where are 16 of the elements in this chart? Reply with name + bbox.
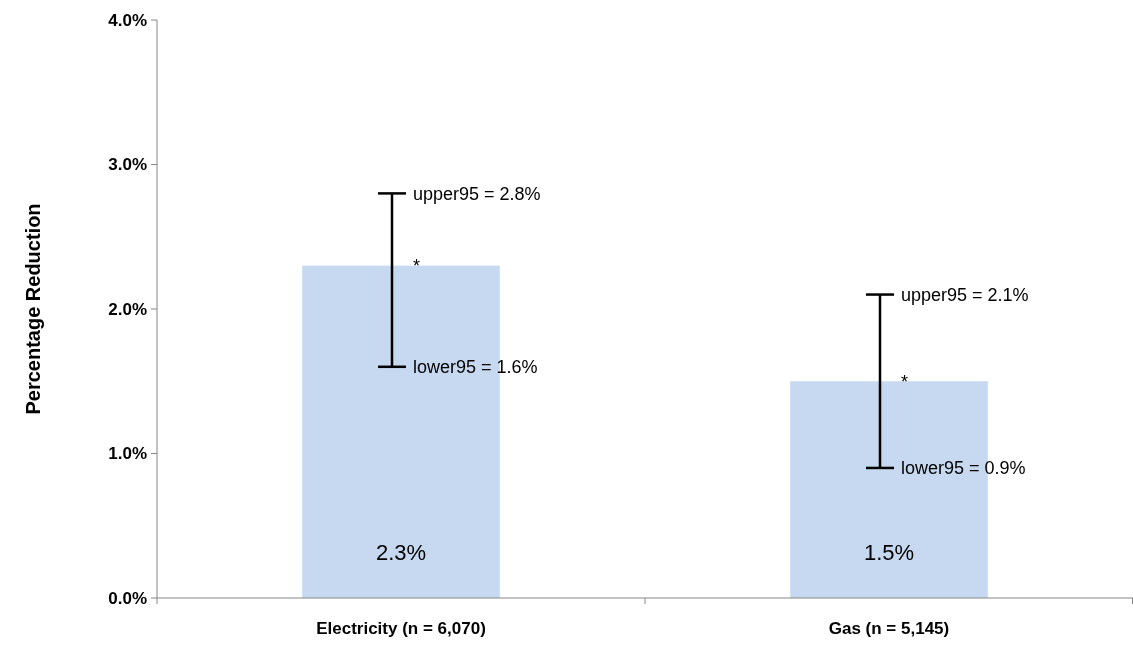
annotation: * [413, 255, 421, 276]
y-tick-label: 3.0% [108, 155, 147, 175]
data-label: 1.5% [863, 540, 915, 565]
data-label: 2.3% [375, 540, 427, 565]
annotation: upper95 = 2.1% [901, 284, 1029, 305]
y-tick-label: 0.0% [108, 588, 147, 608]
y-tick-label: 2.0% [108, 299, 147, 319]
annotation: * [901, 371, 909, 392]
annotation: lower95 = 1.6% [413, 357, 538, 378]
y-tick-label: 4.0% [108, 10, 147, 30]
x-tick-label: Gas (n = 5,145) [828, 619, 950, 638]
x-tick-label: Electricity (n = 6,070) [316, 619, 486, 638]
annotation: upper95 = 2.8% [413, 183, 541, 204]
y-axis-title: Percentage Reduction [22, 203, 44, 415]
y-tick-label: 1.0% [108, 444, 147, 464]
annotation: lower95 = 0.9% [901, 458, 1026, 479]
